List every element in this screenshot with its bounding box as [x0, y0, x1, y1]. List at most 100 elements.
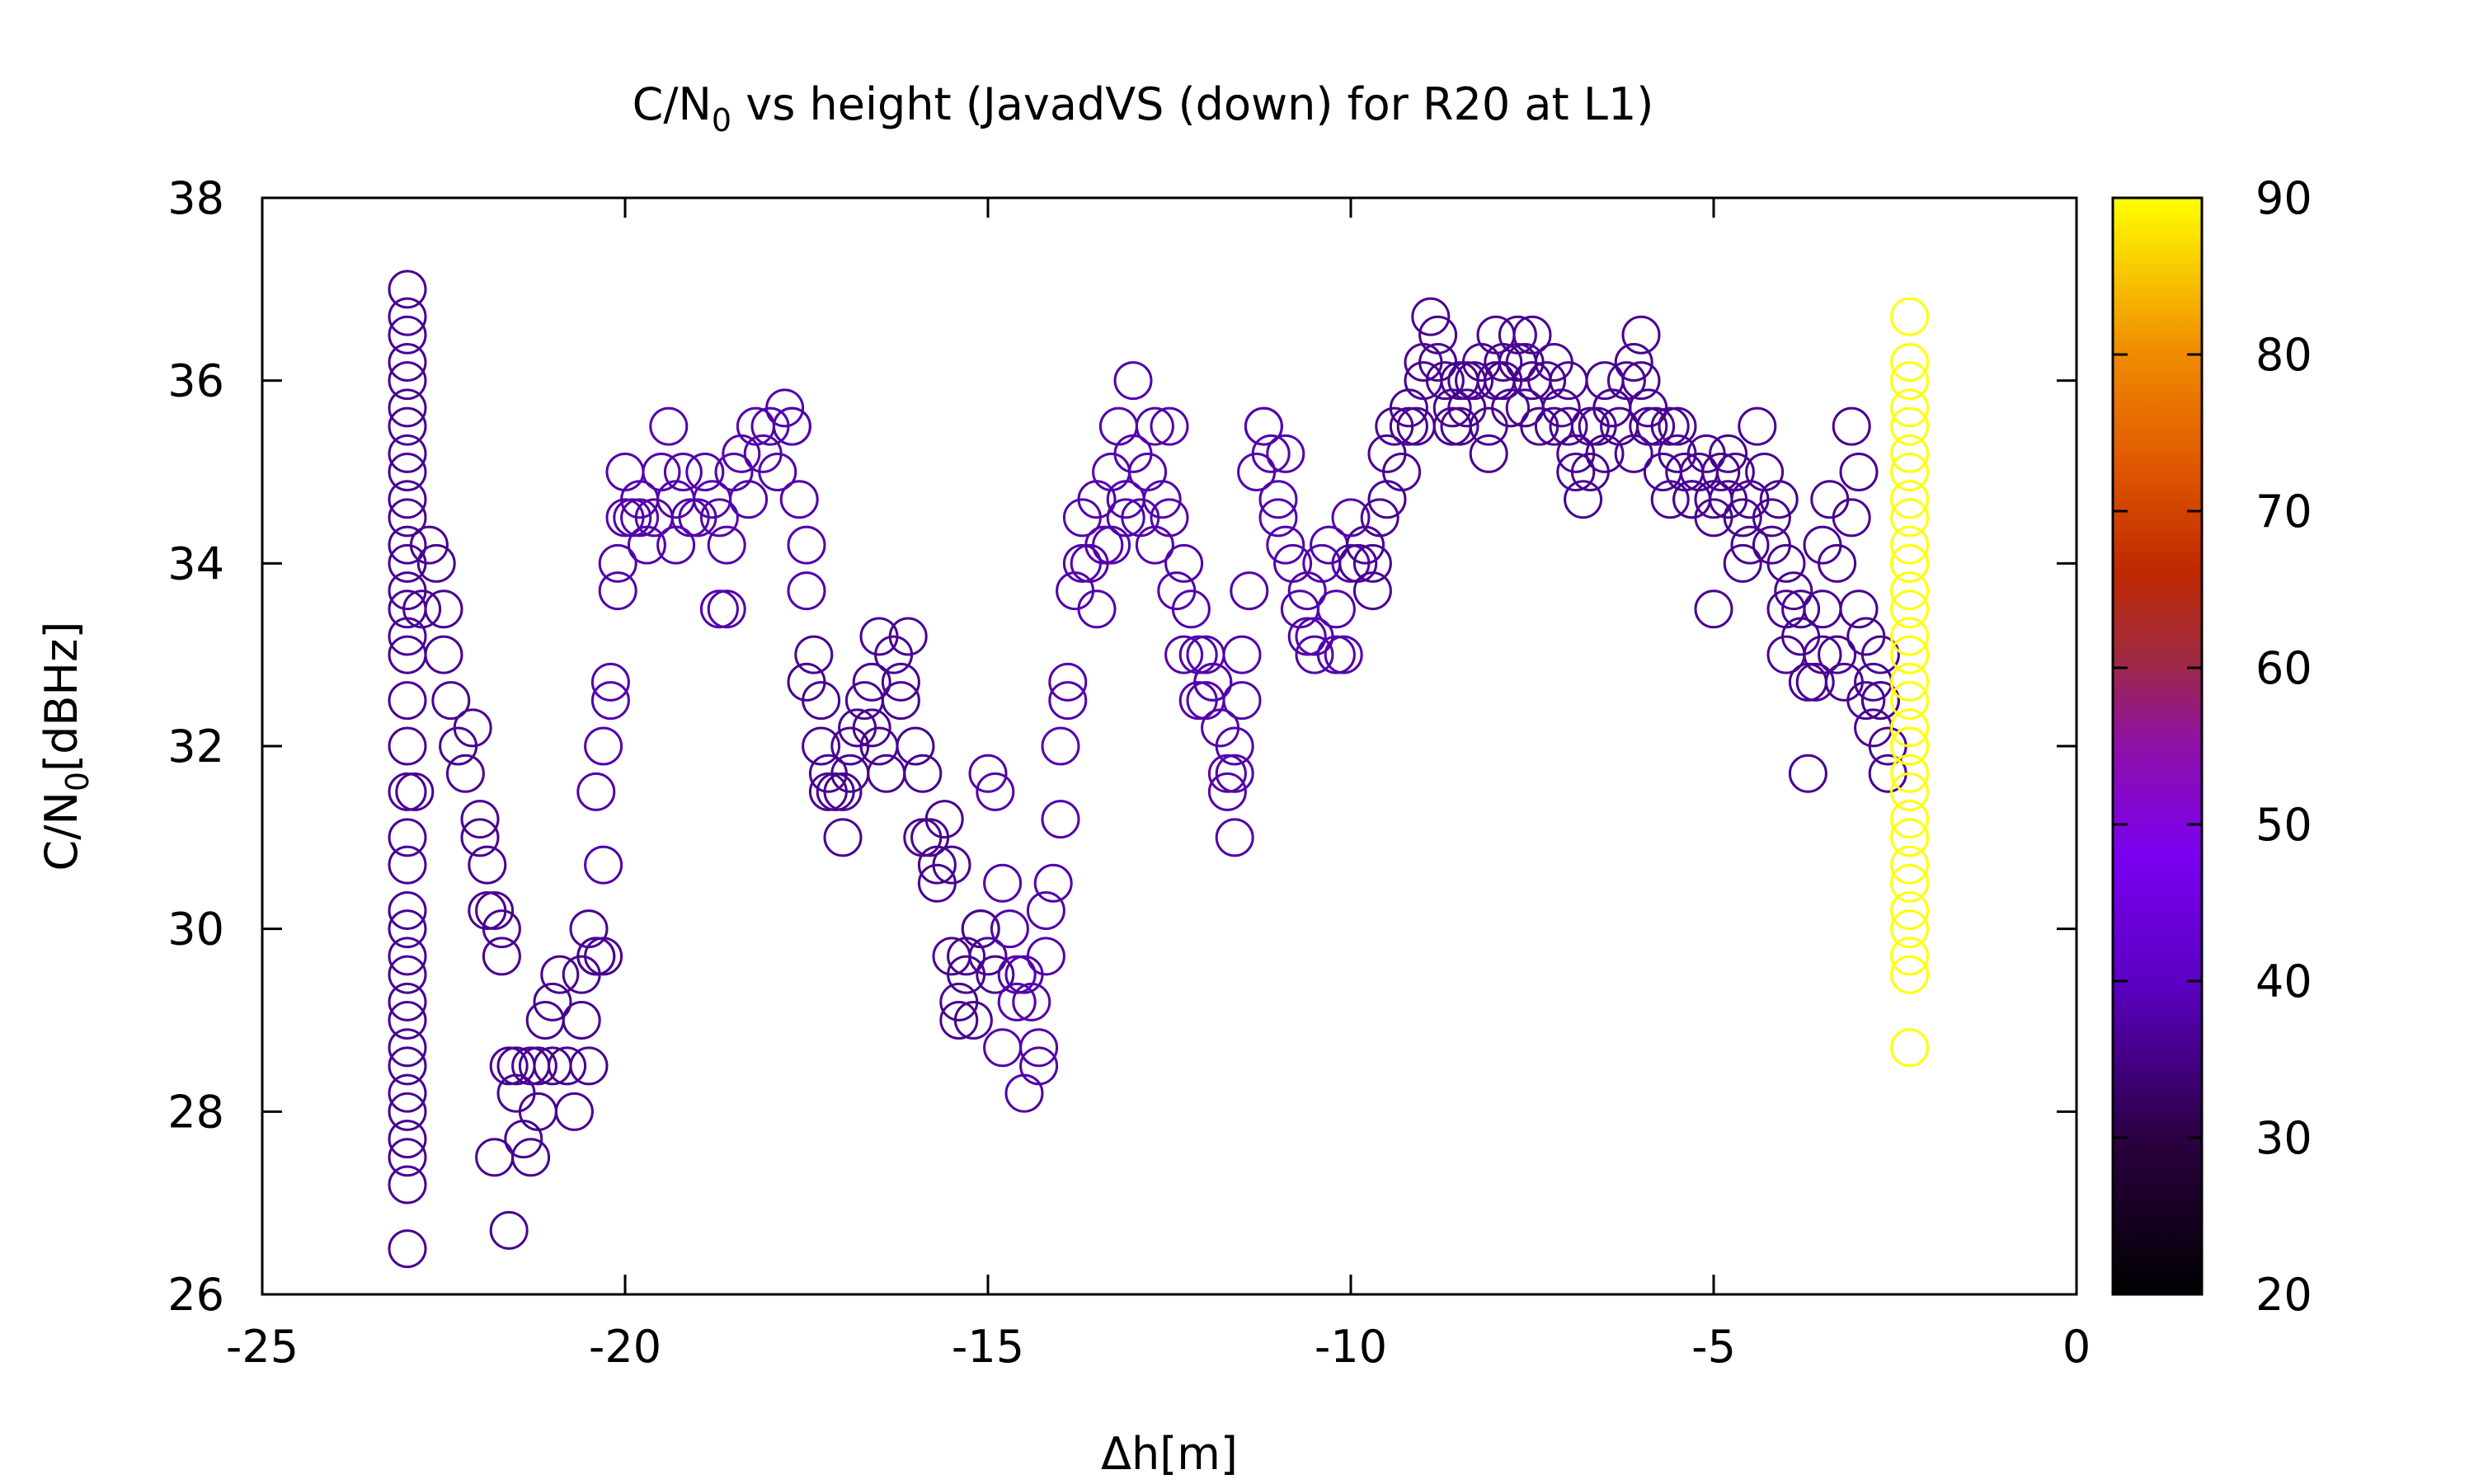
x-tick-label: -20 — [589, 1321, 661, 1373]
chart-title: C/N0 vs height (JavadVS (down) for R20 a… — [633, 78, 1654, 139]
data-point — [852, 708, 891, 748]
data-point — [1592, 388, 1632, 428]
data-point — [518, 1092, 557, 1131]
data-point — [1723, 543, 1762, 583]
data-point — [1324, 635, 1363, 674]
data-point — [584, 937, 623, 976]
data-point — [402, 589, 442, 629]
data-point — [707, 589, 746, 629]
data-point — [1186, 635, 1225, 674]
data-point — [1389, 406, 1428, 446]
data-point — [1360, 498, 1399, 538]
data-point — [794, 635, 834, 674]
data-point — [388, 1001, 427, 1040]
data-point — [1860, 681, 1900, 721]
data-point — [1026, 937, 1065, 976]
data-point — [1077, 589, 1117, 629]
data-point — [1650, 480, 1690, 519]
data-point — [1258, 498, 1298, 538]
data-point — [823, 772, 863, 811]
data-point — [1890, 635, 1930, 674]
colorbar-tick-label: 20 — [2255, 1269, 2312, 1321]
data-point — [1142, 480, 1182, 519]
colorbar — [2111, 196, 2204, 1296]
data-point — [1890, 498, 1930, 538]
data-point — [388, 1120, 427, 1159]
data-point — [976, 772, 1015, 811]
data-point — [388, 498, 427, 538]
data-point — [1890, 708, 1930, 748]
data-point — [388, 937, 427, 976]
data-point — [1041, 800, 1080, 839]
y-axis: 26 28 30 32 34 36 38 — [167, 172, 2077, 1321]
data-point — [1570, 406, 1610, 446]
data-point — [787, 571, 826, 611]
data-point — [1839, 589, 1879, 629]
y-tick-label: 38 — [167, 172, 224, 224]
x-axis-title: Δh[m] — [1101, 1428, 1238, 1480]
data-point — [852, 662, 891, 702]
data-point — [584, 726, 623, 766]
data-point — [1614, 343, 1653, 382]
data-point — [1418, 343, 1458, 382]
data-point — [1658, 406, 1697, 446]
data-point — [576, 772, 616, 811]
data-point — [388, 1073, 427, 1113]
data-point — [649, 406, 689, 446]
data-point — [1694, 589, 1733, 629]
data-point — [533, 982, 572, 1021]
data-point — [1135, 525, 1174, 565]
data-point — [1621, 315, 1661, 355]
data-point — [388, 388, 427, 428]
x-tick-label: -10 — [1315, 1321, 1387, 1373]
colorbar-tick-label: 80 — [2255, 329, 2312, 381]
data-point — [1266, 434, 1305, 473]
data-point — [388, 1092, 427, 1131]
data-point — [1890, 406, 1930, 446]
data-point — [1215, 726, 1254, 766]
data-point — [1440, 406, 1479, 446]
data-point — [1890, 453, 1930, 491]
data-point — [1295, 635, 1334, 674]
data-point — [1818, 635, 1857, 674]
data-point — [656, 525, 696, 565]
data-point — [1316, 635, 1356, 674]
data-point — [1171, 589, 1211, 629]
data-point — [1331, 498, 1371, 538]
data-point — [699, 589, 739, 629]
data-point — [388, 1165, 427, 1205]
data-point — [787, 525, 826, 565]
data-point — [518, 1046, 557, 1086]
data-point — [1048, 681, 1088, 721]
data-point — [540, 955, 580, 994]
data-point — [468, 845, 507, 885]
data-point — [590, 662, 630, 702]
data-point — [1092, 525, 1131, 565]
data-point — [388, 891, 427, 930]
data-point — [569, 1046, 609, 1086]
data-point — [1890, 818, 1930, 857]
data-point — [388, 270, 427, 309]
data-point — [1629, 406, 1668, 446]
data-point — [1019, 1046, 1059, 1086]
colorbar-tick-label: 50 — [2255, 799, 2312, 851]
data-point — [1890, 662, 1930, 702]
data-point — [1818, 543, 1857, 583]
data-point — [1062, 543, 1102, 583]
data-point — [1752, 525, 1791, 565]
data-point — [1469, 434, 1508, 473]
data-point — [1106, 498, 1145, 538]
data-point — [1411, 297, 1451, 336]
data-point — [1738, 406, 1777, 446]
data-point — [1230, 571, 1269, 611]
data-point — [1056, 571, 1095, 611]
data-point — [388, 1138, 427, 1177]
data-point — [772, 406, 811, 446]
data-point — [1215, 754, 1254, 793]
y-tick-label: 36 — [167, 355, 224, 407]
data-point — [1774, 571, 1813, 611]
data-point — [1033, 863, 1073, 903]
data-point — [1709, 434, 1748, 473]
data-point — [707, 525, 746, 565]
data-point — [395, 772, 435, 811]
